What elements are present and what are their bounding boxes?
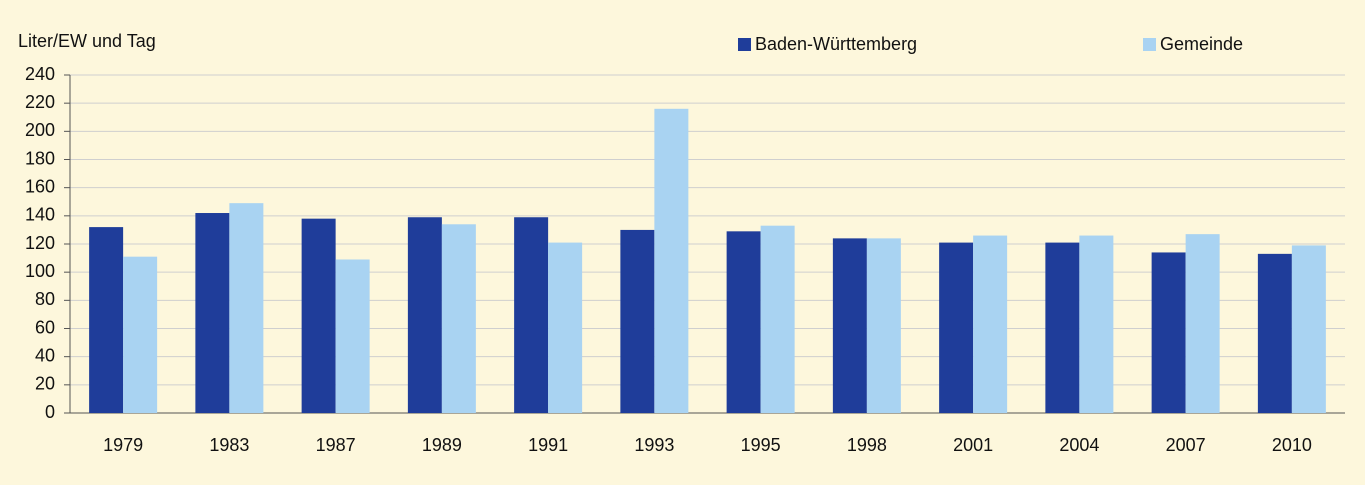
x-tick-label: 1998 — [847, 435, 887, 455]
bar — [726, 231, 761, 413]
bar — [335, 259, 370, 413]
bar — [548, 242, 583, 413]
y-tick-label: 220 — [25, 92, 55, 112]
bar — [654, 108, 689, 414]
bar — [832, 238, 867, 413]
legend-swatch — [1143, 38, 1156, 51]
bar — [620, 229, 655, 413]
bar — [1185, 234, 1220, 413]
legend-label: Gemeinde — [1160, 34, 1243, 54]
legend-label: Baden-Württemberg — [755, 34, 917, 54]
x-tick-label: 1983 — [209, 435, 249, 455]
y-tick-label: 100 — [25, 261, 55, 281]
x-tick-label: 1991 — [528, 435, 568, 455]
y-tick-label: 80 — [35, 289, 55, 309]
bar — [229, 203, 264, 413]
bar — [1079, 235, 1114, 413]
y-tick-label: 20 — [35, 374, 55, 394]
bar — [123, 256, 158, 413]
bar — [866, 238, 901, 413]
y-tick-label: 60 — [35, 317, 55, 337]
legend-swatch — [738, 38, 751, 51]
y-tick-label: 160 — [25, 176, 55, 196]
x-tick-label: 1987 — [316, 435, 356, 455]
bar — [1151, 252, 1186, 413]
y-tick-label: 120 — [25, 233, 55, 253]
x-tick-label: 2007 — [1166, 435, 1206, 455]
x-tick-label: 2001 — [953, 435, 993, 455]
x-tick-label: 1995 — [741, 435, 781, 455]
bar — [89, 227, 124, 413]
bar — [939, 242, 974, 413]
y-tick-label: 240 — [25, 64, 55, 84]
bar — [760, 225, 795, 413]
y-tick-label: 0 — [45, 402, 55, 422]
bar — [195, 213, 230, 413]
bar — [441, 224, 476, 413]
y-tick-label: 200 — [25, 120, 55, 140]
bar — [407, 217, 442, 413]
x-tick-label: 2010 — [1272, 435, 1312, 455]
x-tick-label: 2004 — [1059, 435, 1099, 455]
y-axis-label: Liter/EW und Tag — [18, 31, 156, 51]
y-tick-label: 180 — [25, 148, 55, 168]
x-tick-label: 1989 — [422, 435, 462, 455]
bar — [1291, 245, 1326, 413]
bar — [973, 235, 1008, 413]
x-tick-label: 1993 — [634, 435, 674, 455]
y-tick-label: 140 — [25, 205, 55, 225]
bar — [301, 218, 336, 413]
bar — [514, 217, 549, 413]
y-tick-label: 40 — [35, 345, 55, 365]
x-tick-label: 1979 — [103, 435, 143, 455]
bar — [1257, 253, 1292, 413]
bar — [1045, 242, 1080, 413]
